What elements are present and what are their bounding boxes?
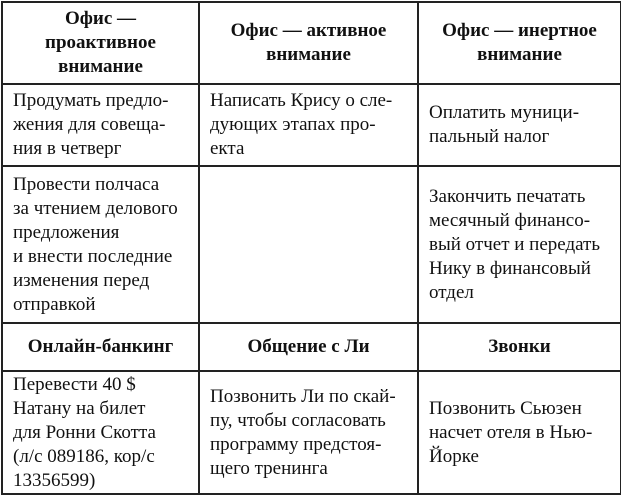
- table-row: Продумать предло- жения для совеща- ния …: [1, 83, 621, 167]
- header-cell: Онлайн-банкинг: [1, 322, 200, 372]
- table-cell: [198, 165, 419, 324]
- table-cell: Закончить печатать месячный финансо- вый…: [417, 165, 621, 324]
- header-cell: Звонки: [417, 322, 621, 372]
- header-cell: Офис — активное внимание: [198, 1, 419, 85]
- header-row: Офис — проактивное внимание Офис — актив…: [1, 1, 621, 85]
- table-cell: Оплатить муници- пальный налог: [417, 83, 621, 167]
- table-cell: Позвонить Сьюзен насчет отеля в Нью- Йор…: [417, 370, 621, 495]
- header-row: Онлайн-банкинг Общение с Ли Звонки: [1, 322, 621, 372]
- table-cell: Перевести 40 $ Натану на билет для Ронни…: [1, 370, 200, 495]
- header-cell: Офис — инертное внимание: [417, 1, 621, 85]
- header-cell: Общение с Ли: [198, 322, 419, 372]
- table-cell: Провести полчаса за чтением делового пре…: [1, 165, 200, 324]
- table-row: Провести полчаса за чтением делового пре…: [1, 165, 621, 324]
- table-cell: Написать Крису о сле- дующих этапах про-…: [198, 83, 419, 167]
- table-cell: Продумать предло- жения для совеща- ния …: [1, 83, 200, 167]
- header-cell: Офис — проактивное внимание: [1, 1, 200, 85]
- table-row: Перевести 40 $ Натану на билет для Ронни…: [1, 370, 621, 495]
- table-cell: Позвонить Ли по скай- пу, чтобы согласов…: [198, 370, 419, 495]
